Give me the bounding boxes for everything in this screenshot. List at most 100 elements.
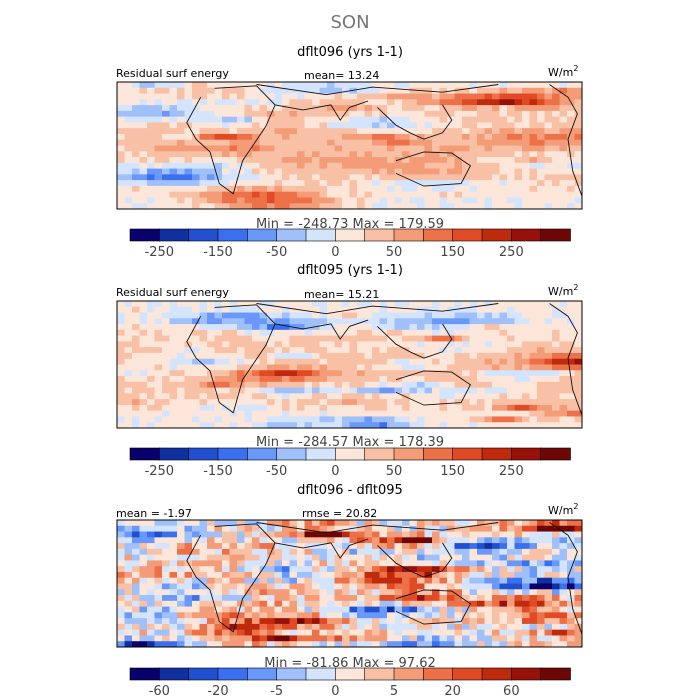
map-cell bbox=[477, 358, 485, 365]
map-cell bbox=[147, 174, 155, 181]
map-cell bbox=[417, 180, 425, 187]
map-cell bbox=[417, 174, 425, 181]
map-cell bbox=[537, 381, 545, 388]
map-cell bbox=[402, 381, 410, 388]
map-cell bbox=[379, 185, 388, 193]
map-cell bbox=[327, 329, 335, 337]
map-cell bbox=[312, 612, 320, 619]
map-cell bbox=[207, 548, 215, 556]
map-cell bbox=[439, 612, 448, 619]
map-cell bbox=[499, 352, 508, 360]
map-cell bbox=[402, 329, 410, 337]
map-cell bbox=[297, 347, 305, 354]
map-cell bbox=[424, 618, 433, 625]
map-cell bbox=[529, 629, 538, 636]
map-cell bbox=[462, 180, 470, 187]
map-cell bbox=[319, 612, 328, 619]
map-cell bbox=[267, 595, 275, 602]
map-cell bbox=[184, 87, 193, 94]
map-cell bbox=[282, 520, 290, 527]
map-cell bbox=[544, 185, 553, 193]
map-cell bbox=[342, 335, 350, 342]
map-cell bbox=[477, 612, 485, 619]
map-cell bbox=[274, 191, 283, 198]
map-cell bbox=[252, 560, 260, 567]
map-cell bbox=[402, 99, 410, 106]
map-cell bbox=[417, 145, 425, 152]
map-cell bbox=[267, 566, 275, 573]
map-cell bbox=[364, 168, 373, 175]
map-cell bbox=[394, 301, 403, 308]
map-cell bbox=[499, 560, 508, 567]
map-cell bbox=[469, 335, 478, 342]
map-cell bbox=[567, 387, 575, 394]
map-cell bbox=[162, 525, 170, 532]
map-cell bbox=[529, 525, 538, 532]
map-cell bbox=[537, 99, 545, 106]
map-cell bbox=[289, 364, 298, 371]
map-cell bbox=[499, 399, 508, 406]
map-cell bbox=[139, 606, 148, 613]
map-cell bbox=[372, 387, 380, 394]
map-cell bbox=[447, 416, 455, 423]
map-cell bbox=[447, 203, 455, 210]
map-cell bbox=[177, 197, 185, 204]
map-cell bbox=[132, 301, 140, 308]
map-cell bbox=[364, 139, 373, 146]
map-cell bbox=[559, 404, 568, 412]
map-cell bbox=[229, 566, 238, 573]
map-cell bbox=[312, 537, 320, 544]
map-cell bbox=[484, 110, 493, 118]
map-cell bbox=[469, 157, 478, 164]
map-cell bbox=[499, 335, 508, 342]
map-cell bbox=[507, 352, 515, 360]
map-cell bbox=[462, 168, 470, 175]
map-cell bbox=[117, 376, 125, 383]
map-cell bbox=[297, 393, 305, 400]
map-cell bbox=[349, 589, 358, 596]
map-cell bbox=[207, 606, 215, 613]
map-cell bbox=[462, 191, 470, 198]
map-cell bbox=[229, 157, 238, 164]
map-cell bbox=[184, 185, 193, 193]
map-cell bbox=[439, 197, 448, 204]
map-cell bbox=[559, 306, 568, 313]
map-cell bbox=[162, 583, 170, 590]
map-cell bbox=[154, 618, 163, 625]
map-cell bbox=[364, 157, 373, 164]
map-cell bbox=[237, 595, 245, 602]
map-cell bbox=[357, 537, 365, 544]
map-cell bbox=[214, 180, 223, 187]
map-cell bbox=[364, 203, 373, 210]
map-cell bbox=[154, 629, 163, 636]
map-cell bbox=[552, 324, 560, 331]
map-cell bbox=[552, 133, 560, 141]
map-cell bbox=[492, 629, 500, 636]
map-cell bbox=[567, 583, 575, 590]
map-cell bbox=[349, 203, 358, 210]
map-cell bbox=[252, 635, 260, 642]
map-cell bbox=[342, 82, 350, 89]
map-cell bbox=[454, 329, 463, 337]
map-cell bbox=[372, 393, 380, 400]
map-cell bbox=[199, 145, 208, 152]
map-cell bbox=[417, 185, 425, 193]
map-cell bbox=[454, 376, 463, 383]
map-cell bbox=[297, 635, 305, 642]
map-cell bbox=[484, 600, 493, 607]
map-cell bbox=[237, 324, 245, 331]
map-cell bbox=[124, 329, 133, 337]
map-cell bbox=[439, 583, 448, 590]
map-cell bbox=[379, 404, 388, 412]
map-cell bbox=[372, 341, 380, 348]
map-cell bbox=[462, 174, 470, 181]
map-cell bbox=[522, 174, 530, 181]
map-cell bbox=[499, 554, 508, 561]
map-cell bbox=[454, 347, 463, 354]
map-cell bbox=[462, 151, 470, 158]
map-cell bbox=[259, 399, 268, 406]
map-cell bbox=[304, 197, 313, 204]
map-cell bbox=[454, 335, 463, 342]
map-cell bbox=[154, 162, 163, 169]
map-cell bbox=[289, 595, 298, 602]
